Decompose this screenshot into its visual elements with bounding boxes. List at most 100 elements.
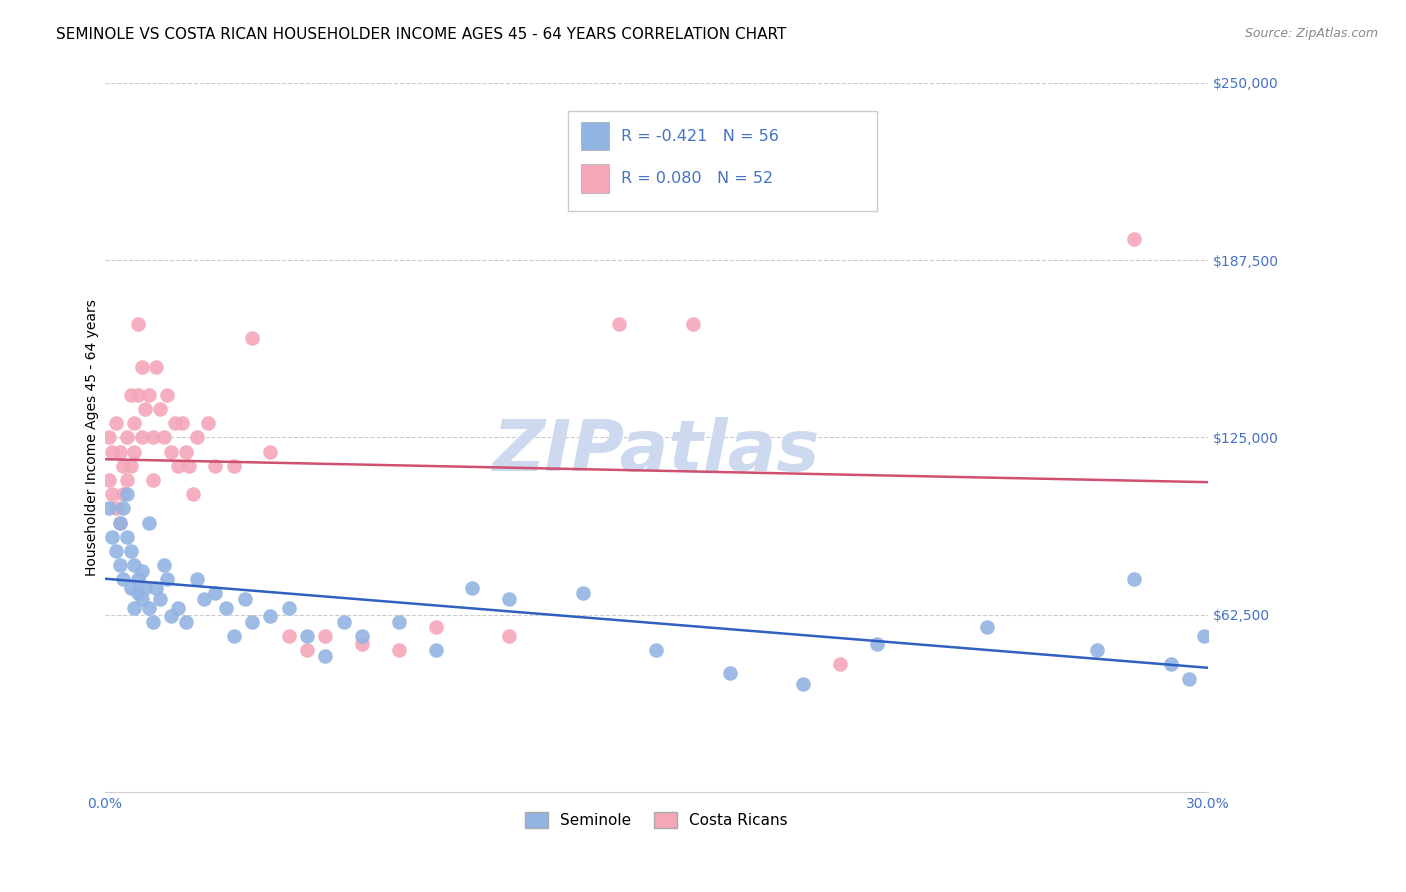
Point [1160, 657, 1182, 672]
Point [101, 444, 124, 458]
Point [792, 677, 814, 691]
Point [170, 417, 193, 431]
Point [120, 581, 142, 595]
Bar [581, 164, 609, 193]
Point [122, 558, 145, 572]
Point [174, 444, 197, 458]
Point [352, 638, 374, 652]
Text: R = 0.080   N = 52: R = 0.080 N = 52 [621, 171, 773, 186]
Point [134, 402, 156, 417]
Point [174, 615, 197, 629]
Point [240, 331, 263, 345]
Point [461, 581, 484, 595]
Point [127, 317, 149, 331]
Point [215, 600, 238, 615]
Point [333, 615, 356, 629]
Point [259, 609, 281, 624]
Point [145, 581, 167, 595]
Point [138, 600, 160, 615]
Text: R = -0.421   N = 56: R = -0.421 N = 56 [621, 128, 779, 144]
Point [277, 600, 299, 615]
Point [108, 444, 131, 458]
Point [112, 487, 135, 501]
Point [131, 592, 153, 607]
Point [101, 530, 124, 544]
Point [142, 615, 165, 629]
Point [388, 643, 411, 657]
Point [295, 643, 318, 657]
Point [120, 458, 142, 473]
Point [104, 417, 127, 431]
Point [108, 558, 131, 572]
Text: ZIPatlas: ZIPatlas [492, 417, 820, 486]
Point [222, 458, 245, 473]
Point [425, 620, 447, 634]
Point [112, 572, 135, 586]
Point [222, 629, 245, 643]
Point [160, 444, 183, 458]
Point [97, 473, 120, 487]
Point [97, 430, 120, 444]
Point [127, 388, 149, 402]
Point [425, 643, 447, 657]
Point [142, 473, 165, 487]
Point [120, 388, 142, 402]
Point [193, 592, 215, 607]
Point [186, 430, 208, 444]
Point [115, 530, 138, 544]
Point [104, 501, 127, 516]
Point [609, 317, 631, 331]
Point [828, 657, 851, 672]
Point [122, 417, 145, 431]
Point [866, 638, 889, 652]
Point [259, 444, 281, 458]
Point [167, 458, 190, 473]
Point [233, 592, 256, 607]
Point [112, 458, 135, 473]
Point [101, 487, 124, 501]
Legend: Seminole, Costa Ricans: Seminole, Costa Ricans [519, 805, 794, 834]
Point [204, 586, 226, 600]
Point [152, 430, 174, 444]
Point [97, 501, 120, 516]
Point [127, 586, 149, 600]
Point [122, 600, 145, 615]
Point [295, 629, 318, 643]
Point [498, 629, 520, 643]
Point [197, 417, 219, 431]
Point [145, 359, 167, 374]
Text: Source: ZipAtlas.com: Source: ZipAtlas.com [1244, 27, 1378, 40]
Point [1123, 232, 1146, 246]
Point [314, 648, 336, 663]
Point [156, 388, 179, 402]
Point [104, 544, 127, 558]
Point [142, 430, 165, 444]
Point [112, 501, 135, 516]
Point [120, 544, 142, 558]
Point [204, 458, 226, 473]
Point [976, 620, 998, 634]
Bar [568, 112, 877, 211]
Point [156, 572, 179, 586]
Point [240, 615, 263, 629]
Point [152, 558, 174, 572]
Point [181, 487, 204, 501]
Point [645, 643, 668, 657]
Point [277, 629, 299, 643]
Point [718, 665, 741, 680]
Point [115, 487, 138, 501]
Point [115, 473, 138, 487]
Point [498, 592, 520, 607]
Y-axis label: Householder Income Ages 45 - 64 years: Householder Income Ages 45 - 64 years [86, 299, 100, 576]
Text: SEMINOLE VS COSTA RICAN HOUSEHOLDER INCOME AGES 45 - 64 YEARS CORRELATION CHART: SEMINOLE VS COSTA RICAN HOUSEHOLDER INCO… [56, 27, 786, 42]
Point [138, 516, 160, 530]
Point [131, 564, 153, 578]
Point [108, 516, 131, 530]
Point [108, 516, 131, 530]
Point [160, 609, 183, 624]
Point [314, 629, 336, 643]
Point [115, 430, 138, 444]
Point [179, 458, 201, 473]
Point [138, 388, 160, 402]
Point [571, 586, 593, 600]
